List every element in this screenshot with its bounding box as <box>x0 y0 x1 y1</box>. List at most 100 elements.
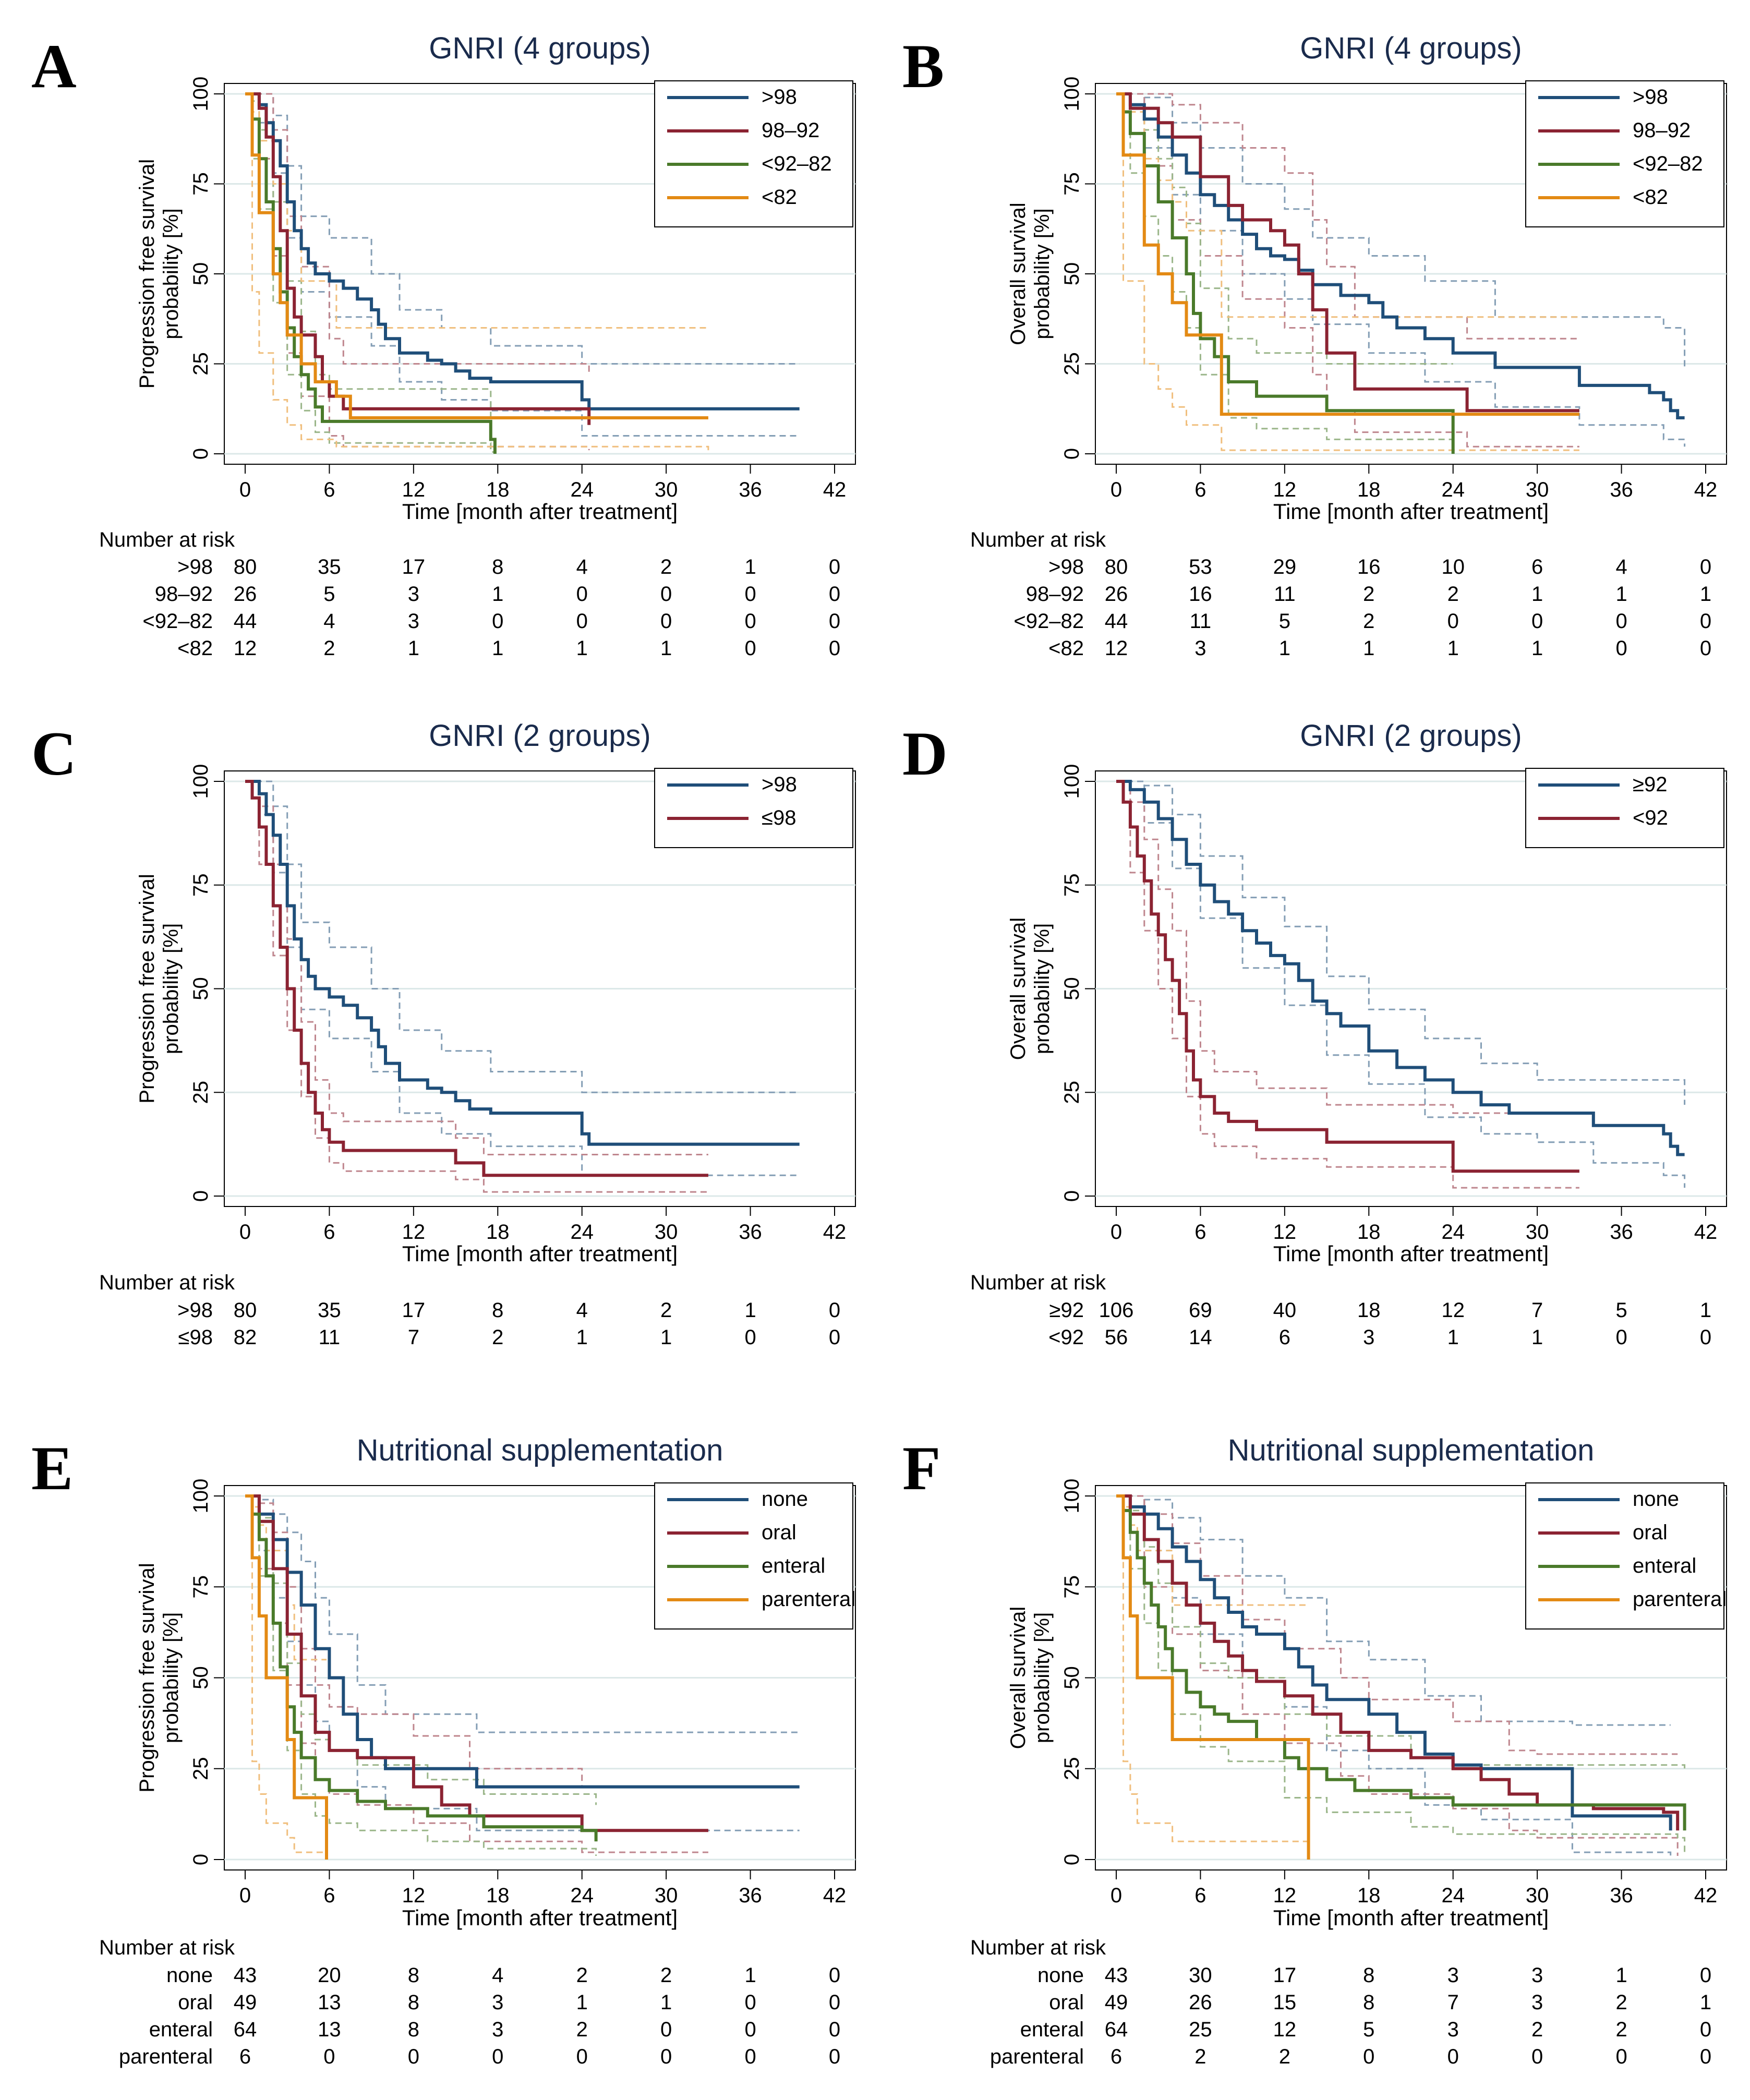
risk-value: 2 <box>1279 2045 1290 2068</box>
x-tick-label: 12 <box>402 1884 426 1907</box>
risk-value: 2 <box>492 1326 503 1349</box>
risk-value: 8 <box>492 556 503 578</box>
risk-value: 26 <box>234 583 257 606</box>
risk-row-label: 98–92 <box>1026 583 1084 606</box>
legend: >98 98–92 <92–82 <82 <box>654 80 853 227</box>
x-tick-label: 42 <box>823 1884 847 1907</box>
risk-row-label: >98 <box>177 556 213 578</box>
x-tick-label: 30 <box>655 1221 678 1244</box>
risk-value: 0 <box>829 2018 840 2041</box>
legend-label: parenteral <box>1633 1588 1727 1611</box>
y-tick-label: 75 <box>189 172 212 196</box>
x-tick-label: 18 <box>1357 1221 1381 1244</box>
x-tick-label: 6 <box>323 1884 335 1907</box>
y-tick-label: 25 <box>1060 352 1083 376</box>
risk-value: 5 <box>1615 1299 1627 1322</box>
risk-value: 11 <box>1274 583 1296 606</box>
risk-value: 2 <box>1447 583 1459 606</box>
x-tick-label: 24 <box>1441 478 1465 501</box>
risk-value: 0 <box>744 2045 756 2068</box>
risk-value: 12 <box>1441 1299 1465 1322</box>
risk-value: 0 <box>1700 1326 1711 1349</box>
risk-value: 2 <box>576 2018 588 2041</box>
risk-value: 3 <box>1447 2018 1459 2041</box>
x-tick-label: 6 <box>1194 478 1206 501</box>
x-tick-label: 42 <box>1694 1884 1718 1907</box>
y-axis-label: probability [%] <box>160 1612 183 1743</box>
chart-title: GNRI (4 groups) <box>429 31 650 65</box>
risk-value: 14 <box>1189 1326 1212 1349</box>
risk-value: 1 <box>1700 1299 1711 1322</box>
risk-value: 80 <box>234 556 257 578</box>
risk-value: 4 <box>1615 556 1627 578</box>
y-tick-label: 0 <box>189 448 212 460</box>
y-tick-label: 0 <box>189 1190 212 1202</box>
risk-value: 1 <box>744 1964 756 1987</box>
risk-value: 44 <box>234 610 257 633</box>
risk-value: 2 <box>1194 2045 1206 2068</box>
x-tick-label: 30 <box>1526 1884 1549 1907</box>
x-tick-label: 30 <box>655 478 678 501</box>
ci-lower-none <box>1116 1495 1672 1856</box>
risk-value: 13 <box>318 1991 341 2014</box>
chart-title: Nutritional supplementation <box>1228 1433 1595 1467</box>
risk-value: 0 <box>1363 2045 1374 2068</box>
risk-value: 0 <box>660 610 672 633</box>
risk-table-header: Number at risk <box>99 1936 235 1959</box>
risk-value: 1 <box>1531 637 1543 660</box>
survival-curve->98 <box>1116 92 1685 419</box>
risk-row-label: >98 <box>177 1299 213 1322</box>
y-tick-label: 0 <box>189 1854 212 1865</box>
x-tick-label: 6 <box>1194 1884 1206 1907</box>
risk-row-label: <82 <box>177 637 213 660</box>
legend-box <box>654 768 853 848</box>
risk-table-header: Number at risk <box>99 528 235 551</box>
panel-letter: E <box>31 1433 73 1503</box>
x-tick-label: 24 <box>1441 1884 1465 1907</box>
risk-value: 0 <box>1615 610 1627 633</box>
x-tick-label: 24 <box>570 1221 594 1244</box>
risk-value: 3 <box>1531 1991 1543 2014</box>
survival-curve-<82 <box>245 92 708 419</box>
x-tick-label: 18 <box>486 478 510 501</box>
panel-letter: B <box>902 31 944 101</box>
risk-value: 0 <box>492 2045 503 2068</box>
legend: ≥92<92 <box>1525 768 1724 848</box>
risk-value: 1 <box>660 1326 672 1349</box>
legend-label: <92–82 <box>1633 152 1703 175</box>
x-axis-label: Time [month after treatment] <box>1273 1905 1549 1930</box>
risk-value: 3 <box>408 610 419 633</box>
y-axis-label: Overall survival <box>1007 202 1030 345</box>
risk-value: 5 <box>1363 2018 1374 2041</box>
risk-value: 6 <box>1111 2045 1122 2068</box>
risk-value: 0 <box>576 583 588 606</box>
risk-value: 2 <box>660 1299 672 1322</box>
ci-lower-enteral <box>245 1495 597 1856</box>
x-tick-label: 30 <box>655 1884 678 1907</box>
risk-value: 80 <box>1105 556 1128 578</box>
ci-lower-enteral <box>1116 1495 1686 1853</box>
x-tick-label: 42 <box>823 478 847 501</box>
risk-value: 3 <box>492 2018 503 2041</box>
y-tick-label: 100 <box>1060 1479 1083 1514</box>
panel-letter: F <box>902 1433 940 1503</box>
x-tick-label: 24 <box>570 1884 594 1907</box>
legend-label: ≥92 <box>1633 773 1667 796</box>
legend-box <box>1525 1482 1724 1630</box>
risk-value: 0 <box>829 637 840 660</box>
risk-value: 1 <box>1531 1326 1543 1349</box>
y-tick-label: 50 <box>1060 977 1083 1000</box>
y-axis-label: Progression free survival <box>136 874 159 1103</box>
risk-value: 6 <box>1531 556 1543 578</box>
x-tick-label: 0 <box>1111 1884 1122 1907</box>
risk-value: 44 <box>1105 610 1128 633</box>
ci-upper-<82 <box>1116 93 1579 318</box>
risk-table-header: Number at risk <box>970 1936 1106 1959</box>
risk-value: 3 <box>1531 1964 1543 1987</box>
risk-value: 0 <box>829 1991 840 2014</box>
ci-upper-none <box>1116 1495 1671 1726</box>
ci-lower-<92–82 <box>1116 93 1454 443</box>
risk-value: 1 <box>492 637 503 660</box>
